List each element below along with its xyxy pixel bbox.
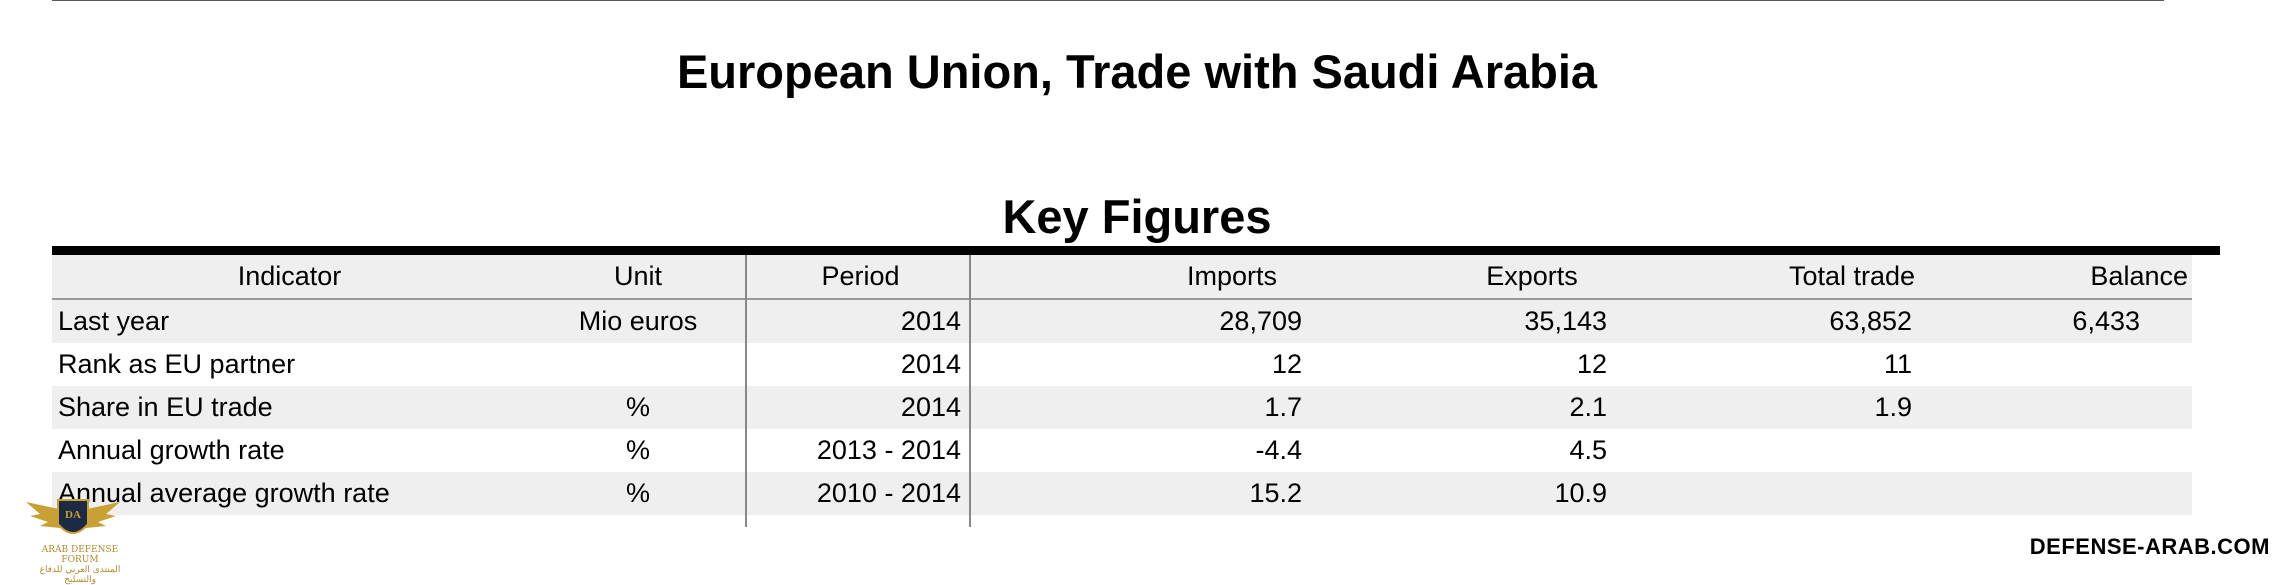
cell-indicator: Rank as EU partner bbox=[58, 349, 296, 379]
cell-unit: % bbox=[625, 478, 650, 508]
table-row: Rank as EU partner 2014 12 12 11 bbox=[52, 343, 2192, 386]
column-divider-unit-period bbox=[745, 255, 747, 527]
cell-period: 2014 bbox=[900, 306, 961, 336]
cell-imports: 1.7 bbox=[1264, 392, 1302, 422]
cell-total-trade bbox=[1702, 472, 1912, 515]
shield-icon bbox=[57, 499, 89, 534]
cell-total-trade bbox=[1702, 429, 1912, 472]
cell-unit: Mio euros bbox=[578, 306, 698, 336]
cell-unit: % bbox=[625, 435, 650, 465]
svg-text:DA: DA bbox=[65, 509, 81, 521]
header-unit: Unit bbox=[613, 261, 662, 291]
cell-total-trade: 63,852 bbox=[1829, 306, 1912, 336]
page-title: European Union, Trade with Saudi Arabia bbox=[676, 45, 1598, 98]
watermark-text: DEFENSE-ARAB.COM bbox=[2029, 534, 2270, 559]
cell-imports: 15.2 bbox=[1249, 478, 1302, 508]
cell-exports: 2.1 bbox=[1569, 392, 1607, 422]
key-figures-table: Indicator Unit Period Imports Exports To… bbox=[52, 255, 2192, 515]
cell-exports: 12 bbox=[1576, 349, 1607, 379]
cell-indicator: Annual average growth rate bbox=[58, 478, 390, 508]
cell-imports: -4.4 bbox=[1255, 435, 1302, 465]
cell-balance: 6,433 bbox=[2072, 306, 2140, 336]
section-title: Key Figures bbox=[1002, 190, 1272, 243]
cell-total-trade: 11 bbox=[1883, 349, 1912, 379]
cell-unit: % bbox=[625, 392, 650, 422]
arab-defense-forum-logo: DA bbox=[26, 499, 120, 534]
cell-period: 2014 bbox=[900, 349, 961, 379]
cell-imports: 12 bbox=[1271, 349, 1302, 379]
cell-period: 2013 - 2014 bbox=[816, 435, 961, 465]
header-imports: Imports bbox=[1186, 261, 1278, 291]
table-row: Share in EU trade% 2014 1.7 2.1 1.9 bbox=[52, 386, 2192, 429]
table-body: Last year Mio euros 2014 28,709 35,143 63,852… bbox=[52, 300, 2192, 515]
logo-caption-arabic: المنتدى العربي للدفاع والتسليح bbox=[39, 565, 121, 585]
header-indicator: Indicator bbox=[237, 261, 342, 291]
table-top-rule bbox=[52, 246, 2220, 255]
header-balance: Balance bbox=[2090, 261, 2188, 291]
cell-indicator: Annual growth rate bbox=[58, 435, 285, 465]
header-total-trade: Total trade bbox=[1788, 261, 1916, 291]
column-divider-period-imports bbox=[969, 255, 971, 527]
cell-period: 2014 bbox=[900, 392, 961, 422]
logo-caption: ARAB DEFENSE FORUM المنتدى العربي للدفاع… bbox=[30, 545, 130, 585]
header-period: Period bbox=[821, 261, 900, 291]
cell-exports: 10.9 bbox=[1554, 478, 1607, 508]
cell-unit bbox=[527, 343, 749, 386]
cell-imports: 28,709 bbox=[1219, 306, 1302, 336]
cell-total-trade: 1.9 bbox=[1874, 392, 1912, 422]
logo-caption-english: ARAB DEFENSE FORUM bbox=[41, 545, 119, 565]
table-row: Last year Mio euros 2014 28,709 35,143 63,852… bbox=[52, 300, 2192, 343]
table-row: Annual growth rate% 2013 - 2014 -4.4 4.5 bbox=[52, 429, 2192, 472]
header-exports: Exports bbox=[1486, 261, 1578, 291]
table-header-row: Indicator Unit Period Imports Exports To… bbox=[52, 255, 2192, 300]
cell-indicator: Share in EU trade bbox=[58, 392, 273, 422]
cell-exports: 4.5 bbox=[1569, 435, 1607, 465]
cell-exports: 35,143 bbox=[1524, 306, 1607, 336]
table-row: Annual average growth rate% 2010 - 2014 15… bbox=[52, 472, 2192, 515]
cell-indicator: Last year bbox=[58, 306, 170, 336]
top-divider bbox=[52, 0, 2164, 1]
cell-period: 2010 - 2014 bbox=[816, 478, 961, 508]
